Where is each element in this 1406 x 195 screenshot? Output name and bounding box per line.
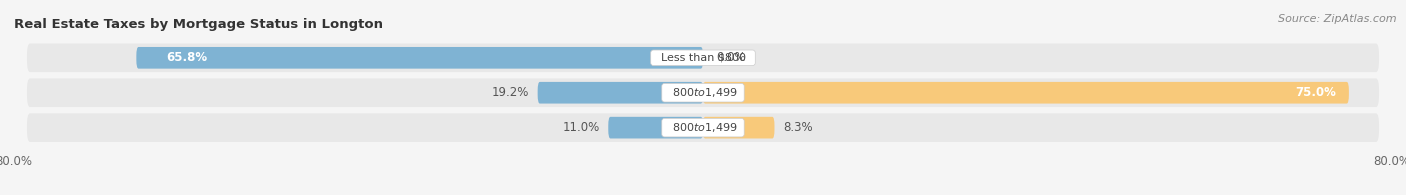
Text: Source: ZipAtlas.com: Source: ZipAtlas.com — [1278, 14, 1396, 24]
FancyBboxPatch shape — [27, 113, 1379, 142]
Text: Less than $800: Less than $800 — [654, 53, 752, 63]
Text: Real Estate Taxes by Mortgage Status in Longton: Real Estate Taxes by Mortgage Status in … — [14, 18, 382, 31]
FancyBboxPatch shape — [609, 117, 703, 138]
FancyBboxPatch shape — [537, 82, 703, 104]
Text: 75.0%: 75.0% — [1295, 86, 1336, 99]
Text: 0.0%: 0.0% — [716, 51, 745, 64]
FancyBboxPatch shape — [703, 117, 775, 138]
Text: 65.8%: 65.8% — [166, 51, 208, 64]
Text: 8.3%: 8.3% — [783, 121, 813, 134]
Text: 11.0%: 11.0% — [562, 121, 599, 134]
FancyBboxPatch shape — [136, 47, 703, 69]
Text: $800 to $1,499: $800 to $1,499 — [665, 121, 741, 134]
Text: $800 to $1,499: $800 to $1,499 — [665, 86, 741, 99]
FancyBboxPatch shape — [27, 43, 1379, 72]
Text: 19.2%: 19.2% — [492, 86, 529, 99]
FancyBboxPatch shape — [27, 78, 1379, 107]
FancyBboxPatch shape — [703, 82, 1348, 104]
